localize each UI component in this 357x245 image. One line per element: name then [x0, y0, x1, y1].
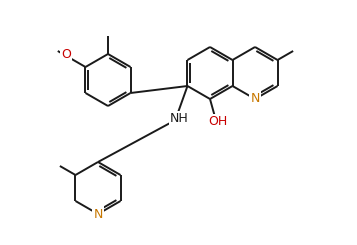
Text: O: O — [61, 49, 71, 61]
Text: N: N — [250, 93, 260, 106]
Text: NH: NH — [170, 112, 189, 125]
Text: N: N — [93, 208, 103, 220]
Text: OH: OH — [208, 115, 228, 128]
